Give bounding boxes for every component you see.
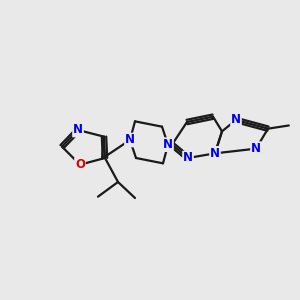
Text: N: N [251,142,261,155]
Text: N: N [125,134,135,146]
Text: N: N [210,147,220,160]
Text: N: N [231,113,241,127]
Text: N: N [183,152,193,164]
Text: O: O [75,158,85,171]
Text: N: N [73,124,83,136]
Text: N: N [163,138,173,151]
